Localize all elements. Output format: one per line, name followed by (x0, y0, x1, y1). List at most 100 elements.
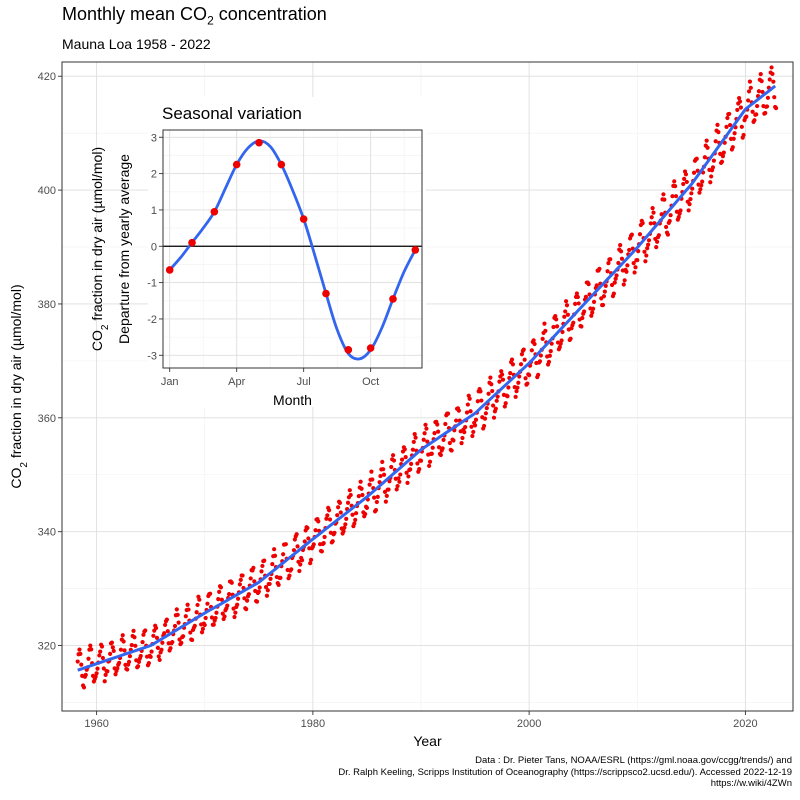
co2-point (287, 573, 292, 578)
co2-point (248, 576, 253, 581)
co2-point (495, 394, 500, 399)
co2-point (702, 155, 707, 160)
inset-y-tick-label: -1 (147, 278, 157, 290)
co2-point (486, 391, 491, 396)
co2-point (311, 542, 316, 547)
co2-point (756, 89, 762, 94)
co2-point (143, 628, 148, 633)
co2-point (488, 375, 493, 380)
co2-point (554, 317, 559, 322)
co2-point (154, 635, 160, 640)
co2-point (244, 598, 250, 603)
co2-point (364, 505, 370, 510)
co2-point (396, 476, 401, 481)
co2-point (214, 610, 219, 615)
co2-point (305, 525, 310, 531)
co2-point (308, 561, 313, 566)
co2-point (135, 664, 141, 669)
co2-point (765, 95, 771, 100)
co2-point (341, 529, 346, 534)
co2-point (344, 516, 349, 521)
co2-point (491, 403, 496, 408)
co2-point (412, 431, 417, 437)
co2-point (590, 310, 595, 315)
co2-point (264, 593, 270, 598)
co2-point (540, 336, 545, 341)
co2-point (410, 447, 416, 452)
co2-point (378, 473, 383, 479)
co2-point (554, 324, 560, 329)
co2-point (79, 662, 84, 667)
co2-point (471, 429, 476, 435)
co2-point (117, 660, 122, 665)
co2-point (506, 385, 511, 390)
co2-point (575, 294, 580, 300)
inset-y-tick-label: 1 (151, 205, 157, 217)
co2-point (746, 89, 752, 94)
co2-point (705, 145, 710, 150)
co2-point (77, 647, 82, 652)
co2-point (159, 647, 164, 652)
co2-point (744, 114, 749, 119)
co2-point (306, 536, 311, 541)
co2-point (690, 186, 695, 191)
co2-point (748, 85, 753, 90)
co2-point (640, 220, 645, 226)
co2-point (769, 65, 774, 70)
co2-point (698, 187, 703, 192)
co2-point (283, 542, 288, 547)
co2-point (713, 139, 718, 144)
co2-point (209, 615, 215, 620)
caption-line-1: Data : Dr. Pieter Tans, NOAA/ESRL (https… (475, 755, 792, 766)
co2-point (619, 256, 625, 261)
co2-point (633, 265, 638, 270)
co2-point (179, 640, 184, 645)
co2-point (527, 373, 532, 378)
co2-point (321, 541, 326, 546)
co2-point (730, 145, 735, 150)
co2-point (440, 446, 445, 451)
co2-point (380, 459, 385, 465)
inset-month-point (366, 344, 375, 352)
co2-point (637, 232, 643, 237)
co2-point (622, 278, 627, 283)
co2-point (665, 232, 671, 237)
co2-point (432, 431, 437, 436)
co2-point (667, 218, 672, 224)
y-tick-label: 340 (38, 527, 56, 539)
co2-point (605, 269, 610, 274)
co2-point (199, 630, 205, 635)
co2-point (267, 581, 272, 587)
co2-point (737, 99, 743, 104)
data-source-caption: Data : Dr. Pieter Tans, NOAA/ESRL (https… (92, 755, 792, 790)
co2-point (115, 666, 120, 671)
x-tick-label: 2020 (733, 718, 757, 730)
co2-point (436, 445, 442, 450)
inset-x-tick-label: Jul (297, 376, 311, 388)
co2-point (481, 423, 487, 429)
co2-point (295, 544, 300, 549)
co2-point (489, 382, 494, 387)
co2-point (165, 629, 170, 634)
co2-point (548, 349, 553, 354)
co2-point (403, 455, 408, 460)
co2-point (175, 612, 180, 617)
co2-point (402, 447, 407, 452)
co2-point (557, 344, 562, 350)
co2-point (565, 312, 570, 317)
co2-point (390, 453, 396, 458)
co2-point (606, 261, 611, 266)
inset-month-point (322, 289, 330, 298)
co2-point (75, 659, 80, 664)
co2-point (499, 369, 504, 374)
co2-point (708, 180, 713, 185)
co2-point (354, 511, 359, 516)
co2-point (760, 89, 765, 95)
co2-point (546, 359, 552, 364)
co2-point (553, 314, 558, 319)
co2-point (391, 458, 397, 463)
co2-point (369, 469, 374, 474)
co2-point (735, 107, 740, 113)
co2-point (549, 341, 554, 346)
co2-point (375, 494, 380, 499)
